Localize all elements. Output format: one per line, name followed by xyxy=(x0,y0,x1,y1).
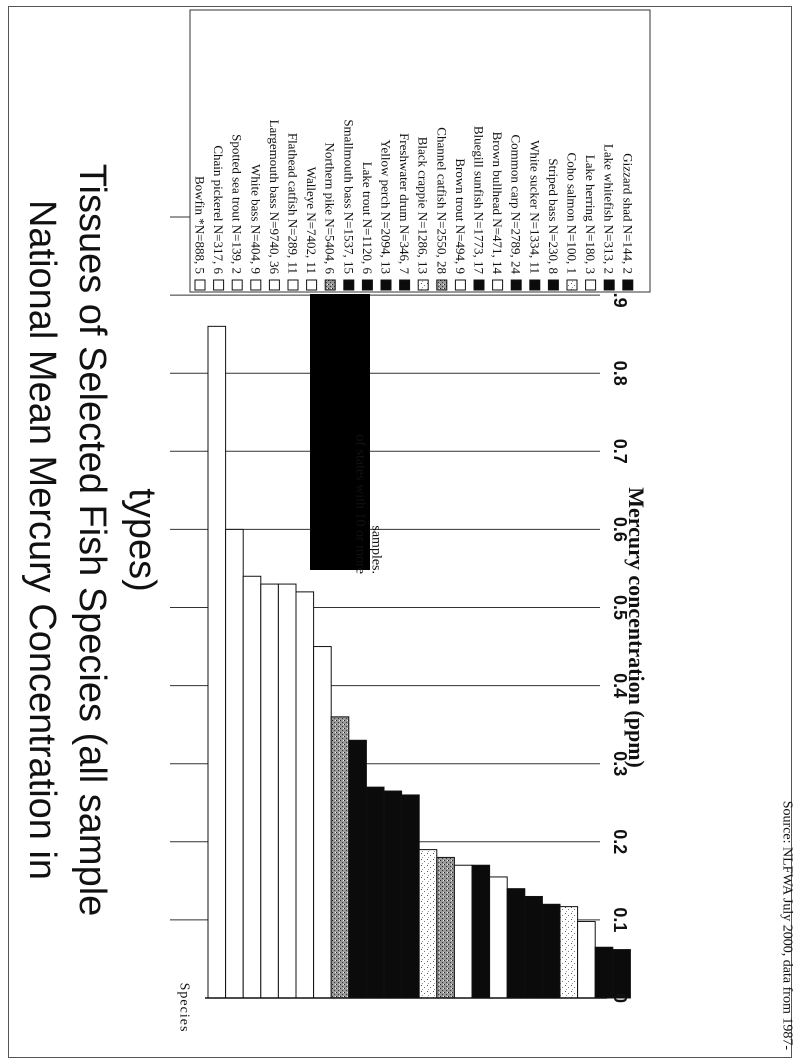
bar-5 xyxy=(277,583,297,999)
bar-10 xyxy=(365,786,385,999)
bar-15 xyxy=(453,864,473,999)
bar-3 xyxy=(242,575,262,999)
page-frame xyxy=(8,6,792,1058)
legend-swatch-12 xyxy=(399,279,411,291)
legend-label-17: Brown bullhead N=471, 14 xyxy=(490,132,505,275)
legend-swatch-19 xyxy=(529,279,541,291)
legend-label-19: White sucker N=1334, 11 xyxy=(527,140,542,274)
chart-title: National Mean Mercury Concentration in Ti… xyxy=(21,164,163,917)
bar-19 xyxy=(524,895,543,999)
legend-swatch-1 xyxy=(194,279,206,291)
bar-17 xyxy=(489,876,508,999)
legend-label-9: Smallmouth bass N=1537, 15 xyxy=(341,119,356,274)
legend-label-2: Chain pickerel N=317, 6 xyxy=(211,145,226,274)
legend-swatch-14 xyxy=(436,279,448,291)
legend-swatch-8 xyxy=(324,279,336,291)
legend-label-6: Flathead catfish N=289, 11 xyxy=(286,133,301,274)
x-tick-label-2: 0.2 xyxy=(610,829,630,854)
legend-label-15: Brown trout N=494, 9 xyxy=(453,158,468,274)
x-tick-label-1: 0.1 xyxy=(610,907,630,932)
bar-14 xyxy=(436,856,455,999)
legend-label-11: Yellow perch N=2094, 13 xyxy=(379,139,394,274)
legend-swatch-23 xyxy=(603,279,615,291)
legend-label-14: Channel catfish N=2550, 28 xyxy=(434,127,449,274)
bar-1 xyxy=(207,325,227,999)
legend-swatch-15 xyxy=(454,279,466,291)
legend-swatch-5 xyxy=(268,279,280,291)
legend-label-12: Freshwater drum N=346, 7 xyxy=(397,133,412,274)
annotation-line-2: samples. xyxy=(369,525,384,574)
legend-swatch-6 xyxy=(287,279,299,291)
bar-2 xyxy=(225,528,244,999)
source-note: Source: NLFWA July 2000, data from 1987- xyxy=(780,801,795,1051)
annotation: of states with 10 or more samples. xyxy=(310,294,384,574)
x-axis-label: Mercury concentration (ppm) xyxy=(624,487,649,768)
bar-12 xyxy=(401,794,420,999)
title-line-2: Tissues of Selected Fish Species (all sa… xyxy=(71,164,113,917)
x-tick-label-4: 0.4 xyxy=(610,673,630,698)
legend-label-22: Lake herring N=180, 3 xyxy=(583,155,598,274)
legend-swatch-24 xyxy=(622,279,634,291)
bar-11 xyxy=(383,790,403,999)
legend-label-16: Bluegill sunfish N=1773, 17 xyxy=(472,126,487,275)
bar-18 xyxy=(506,888,526,999)
legend-label-10: Lake trout N=1120, 6 xyxy=(360,162,375,275)
annotation-box xyxy=(310,294,370,570)
bar-22 xyxy=(577,920,596,999)
legend-label-8: Northern pike N=5404, 6 xyxy=(323,142,338,274)
legend-swatch-20 xyxy=(547,279,559,291)
legend-swatch-22 xyxy=(585,279,597,291)
bar-20 xyxy=(541,903,561,999)
legend-label-13: Black crappie N=1286, 13 xyxy=(416,137,431,274)
x-tick-label-7: 0.7 xyxy=(610,439,630,464)
bar-7 xyxy=(313,646,332,999)
legend-swatch-18 xyxy=(510,279,522,291)
title-line-1: National Mean Mercury Concentration in xyxy=(21,200,63,880)
legend-label-3: Spotted sea trout N=139, 2 xyxy=(230,134,245,274)
legend-swatch-21 xyxy=(566,279,578,291)
legend-swatch-17 xyxy=(492,279,504,291)
x-tick-label-6: 0.6 xyxy=(610,517,630,542)
bar-21 xyxy=(559,906,579,999)
x-tick-label-0: 0 xyxy=(610,993,630,1003)
legend-label-1: Bowfin *N=888, 5 xyxy=(193,176,208,274)
legend-swatch-2 xyxy=(213,279,225,291)
legend: Bowfin *N=888, 5 Chain pickerel N=317, 6 S… xyxy=(189,9,795,1051)
legend-box xyxy=(189,9,651,293)
legend-swatch-7 xyxy=(306,279,318,291)
legend-label-4: White bass N=404, 9 xyxy=(248,164,263,274)
axis: 00.10.20.30.40.50.60.70.80.91Mercury con… xyxy=(177,212,650,1032)
legend-label-20: Striped bass N=230, 8 xyxy=(546,158,561,274)
bar-9 xyxy=(348,739,367,999)
x-tick-label-3: 0.3 xyxy=(610,751,630,776)
legend-swatch-16 xyxy=(473,279,485,291)
legend-label-24: Gizzard shad N=144, 2 xyxy=(620,153,635,274)
bar-8 xyxy=(330,716,350,999)
annotation-line-1: of states with 10 or more xyxy=(353,434,368,574)
legend-label-7: Walleye N=7402, 11 xyxy=(304,167,319,274)
bar-6 xyxy=(295,591,315,999)
bars xyxy=(207,325,631,999)
legend-label-18: Common carp N=2789, 24 xyxy=(509,135,524,275)
x-tick-label-8: 0.8 xyxy=(610,361,630,386)
title-line-3: types) xyxy=(121,488,163,591)
bar-4 xyxy=(260,583,279,999)
bar-13 xyxy=(418,849,438,999)
bar-16 xyxy=(471,864,491,999)
legend-swatch-4 xyxy=(250,279,262,291)
legend-label-23: Lake whitefish N=313, 2 xyxy=(602,144,617,274)
legend-swatch-9 xyxy=(343,279,355,291)
bar-23 xyxy=(594,946,614,999)
legend-label-5: Largemouth bass N=9740, 36 xyxy=(267,120,282,275)
bar-24 xyxy=(612,949,631,999)
legend-swatch-13 xyxy=(417,279,429,291)
x-tick-label-5: 0.5 xyxy=(610,595,630,620)
y-axis-label: Species xyxy=(177,983,192,1033)
legend-swatch-10 xyxy=(361,279,373,291)
legend-label-21: Coho salmon N=100, 1 xyxy=(565,153,580,274)
legend-swatch-3 xyxy=(231,279,243,291)
legend-swatch-11 xyxy=(380,279,392,291)
